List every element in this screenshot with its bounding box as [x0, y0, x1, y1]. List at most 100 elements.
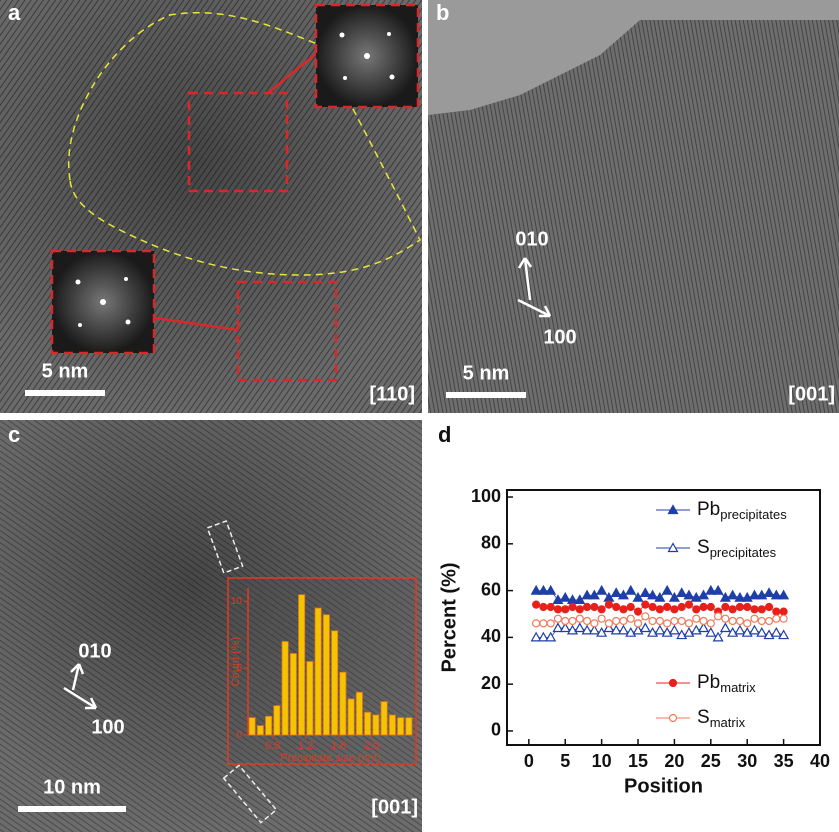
marker	[780, 615, 787, 622]
marker	[584, 618, 591, 625]
bar	[356, 692, 362, 735]
bar	[373, 715, 379, 735]
marker	[605, 620, 612, 627]
bar	[381, 702, 387, 735]
y-tick-label: 10	[231, 596, 243, 607]
marker	[546, 633, 555, 641]
scale-bar	[18, 806, 126, 812]
legend-label: Pbprecipitates	[697, 499, 787, 522]
marker	[627, 615, 634, 622]
x-axis-label: Precipitate size (nm)	[280, 752, 380, 764]
legend-subscript: matrix	[710, 715, 746, 730]
marker	[744, 620, 751, 627]
marker	[721, 624, 730, 632]
marker	[598, 606, 605, 613]
marker	[664, 620, 671, 627]
scale-bar	[25, 390, 105, 396]
panel-c: c 010 100 10 nm [001]	[0, 420, 422, 832]
legend-marker	[670, 715, 677, 722]
y-axis-label: Count (%)	[230, 637, 242, 687]
marker	[619, 626, 628, 634]
marker	[736, 618, 743, 625]
marker	[706, 628, 715, 636]
scale-bar-label: 5 nm	[463, 362, 510, 384]
marker	[569, 603, 576, 610]
marker	[627, 603, 634, 610]
marker	[547, 620, 554, 627]
marker	[540, 620, 547, 627]
marker	[722, 615, 729, 622]
marker	[562, 606, 569, 613]
bar	[398, 718, 404, 735]
panel-label: a	[8, 0, 21, 25]
x-tick-label: 0.8	[265, 740, 280, 752]
y-tick-label: 20	[481, 673, 501, 693]
marker	[533, 601, 540, 608]
marker	[707, 620, 714, 627]
marker	[663, 586, 672, 594]
marker	[772, 628, 781, 636]
bar	[406, 718, 412, 735]
marker	[766, 603, 773, 610]
bar	[274, 706, 280, 735]
x-tick-label: 25	[701, 751, 721, 771]
marker	[642, 601, 649, 608]
zone-axis: [001]	[788, 383, 835, 405]
marker	[751, 606, 758, 613]
marker	[656, 606, 663, 613]
marker	[561, 593, 570, 601]
marker	[693, 615, 700, 622]
legend-label: Sprecipitates	[697, 537, 777, 560]
legend-name: S	[697, 537, 710, 558]
marker	[670, 626, 679, 634]
bar	[290, 653, 296, 735]
marker	[714, 633, 723, 641]
marker	[751, 615, 758, 622]
marker	[598, 615, 605, 622]
marker	[664, 603, 671, 610]
bar	[365, 712, 371, 735]
y-tick-label: 80	[481, 533, 501, 553]
marker	[591, 620, 598, 627]
marker	[641, 624, 650, 632]
x-tick-label: 35	[774, 751, 794, 771]
bar	[340, 672, 346, 735]
legend-name: Pb	[697, 672, 720, 693]
x-tick-label: 5	[560, 751, 570, 771]
marker	[655, 626, 664, 634]
x-tick-label: 1.2	[298, 740, 313, 752]
marker	[554, 606, 561, 613]
zone-axis: [001]	[371, 796, 418, 818]
marker	[758, 606, 765, 613]
zone-axis: [110]	[369, 383, 415, 405]
marker	[729, 606, 736, 613]
marker	[562, 618, 569, 625]
legend-label: Smatrix	[697, 707, 746, 730]
scale-bar-label: 10 nm	[43, 776, 101, 798]
legend-subscript: precipitates	[710, 545, 777, 560]
bar	[282, 641, 288, 735]
x-tick-label: 15	[628, 751, 648, 771]
x-tick-label: 20	[664, 751, 684, 771]
bar	[389, 715, 395, 735]
marker	[540, 603, 547, 610]
panel-label: d	[438, 422, 451, 447]
marker	[729, 618, 736, 625]
marker	[591, 603, 598, 610]
bar	[332, 631, 338, 735]
bar	[249, 718, 255, 735]
marker	[597, 586, 606, 594]
legend-label: Pbmatrix	[697, 672, 756, 695]
marker	[626, 586, 635, 594]
marker	[758, 618, 765, 625]
x-tick-label: 30	[737, 751, 757, 771]
bar	[299, 595, 305, 735]
marker	[714, 586, 723, 594]
panel-b: b 010 100 5 nm [001]	[428, 0, 839, 413]
marker	[677, 588, 686, 596]
marker	[656, 618, 663, 625]
y-axis-label: Percent (%)	[438, 562, 460, 672]
y-tick-label: 60	[481, 579, 501, 599]
histogram-inset	[228, 578, 416, 764]
x-axis-label: Position	[624, 775, 703, 797]
